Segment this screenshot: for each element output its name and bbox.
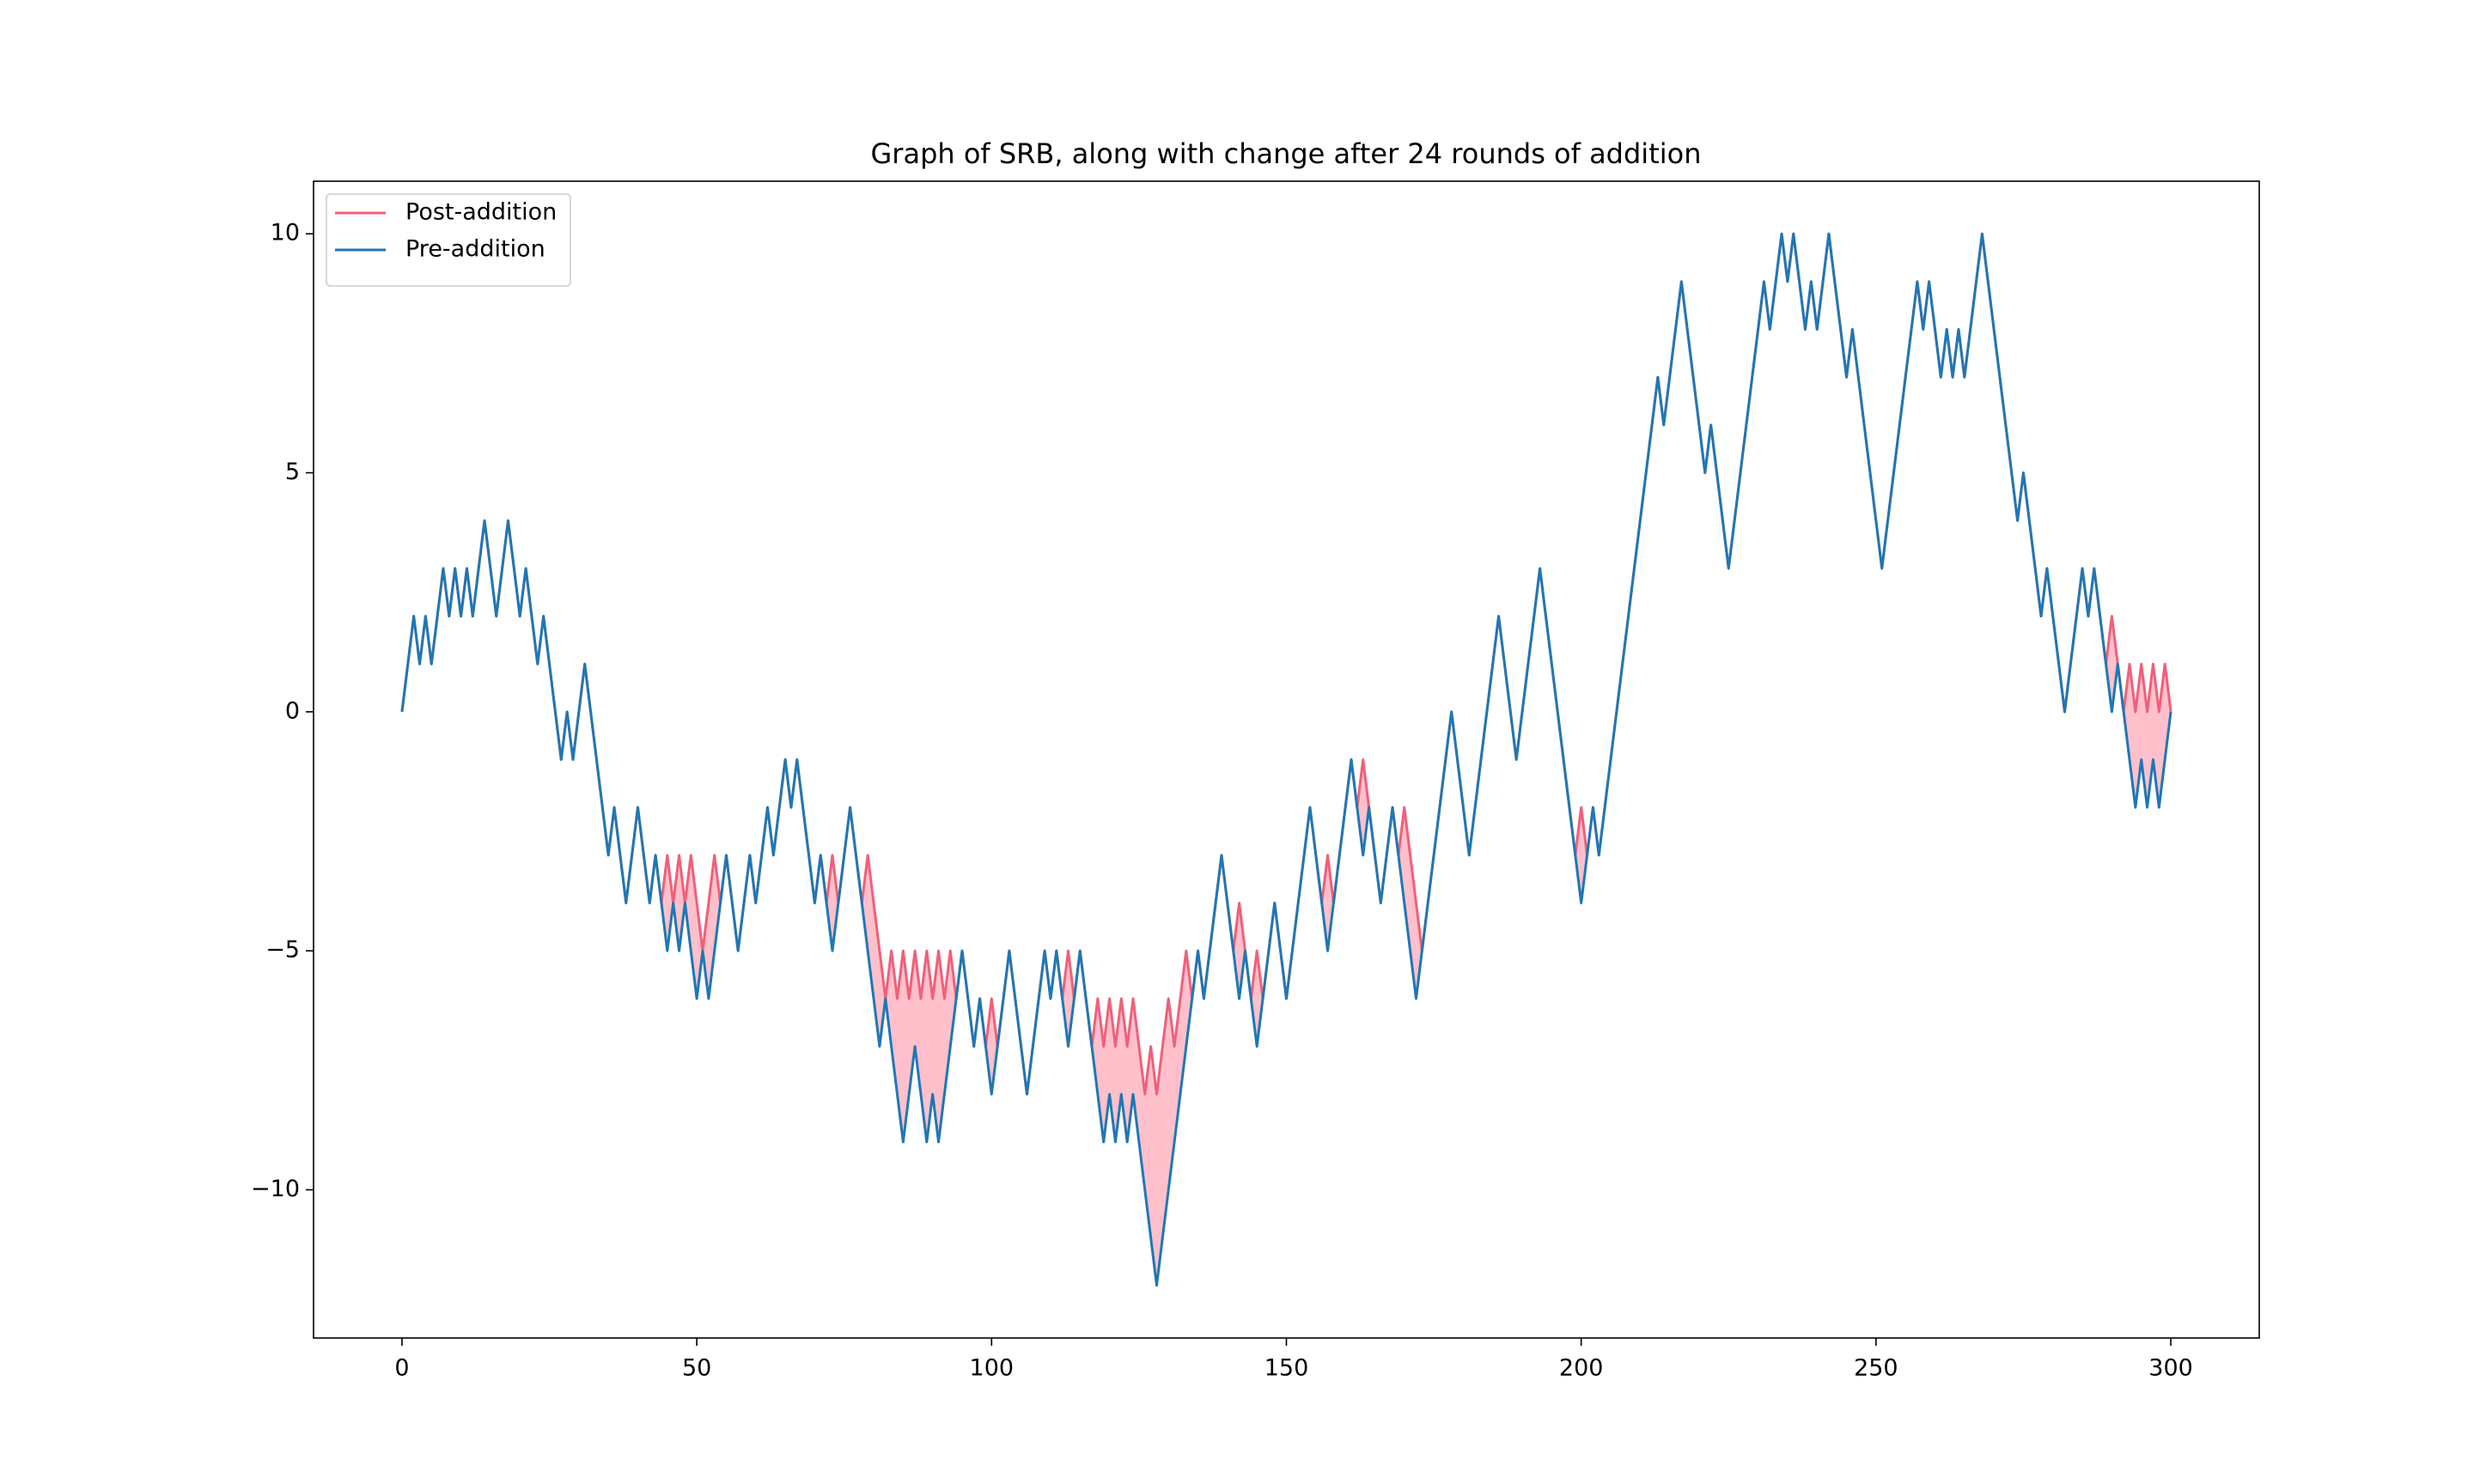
x-tick-label: 250: [1854, 1355, 1898, 1382]
x-tick-label: 300: [2148, 1355, 2193, 1382]
legend-label: Post-addition: [405, 199, 557, 226]
legend: Post-addition Pre-addition: [326, 193, 571, 287]
y-tick-label: 10: [271, 220, 300, 246]
x-tick-label: 0: [394, 1355, 409, 1382]
series-line: [400, 232, 2172, 1096]
series-line: [400, 232, 2172, 1287]
x-tick-label: 150: [1264, 1355, 1309, 1382]
legend-label: Pre-addition: [405, 236, 545, 263]
y-tick-label: −5: [265, 937, 300, 964]
x-tick-label: 50: [682, 1355, 711, 1382]
difference-fill: [401, 234, 2172, 1286]
y-tick-label: 5: [285, 459, 300, 485]
plot-frame: [313, 180, 2260, 1339]
y-tick-label: 0: [285, 697, 300, 724]
chart-title: Graph of SRB, along with change after 24…: [871, 137, 1702, 170]
legend-box: [326, 193, 571, 287]
x-tick-label: 200: [1559, 1355, 1604, 1382]
x-tick-label: 100: [970, 1355, 1015, 1382]
y-tick-label: −10: [251, 1176, 300, 1202]
